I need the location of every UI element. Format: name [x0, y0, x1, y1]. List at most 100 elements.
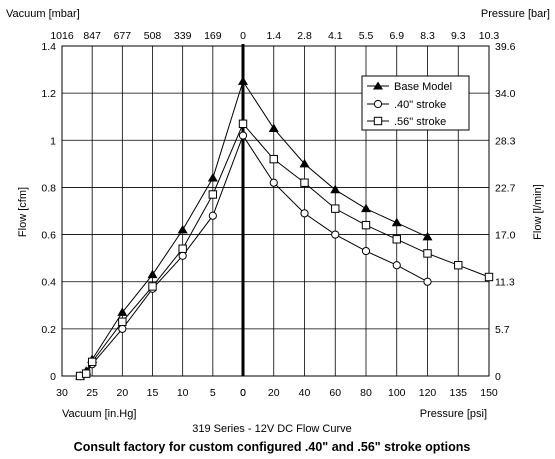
- legend-triangle-marker: [373, 81, 383, 90]
- series-lines: [75, 76, 494, 381]
- data-point-square: [331, 204, 340, 213]
- series-line-triangle: [79, 80, 428, 377]
- tick-labels: 0 0.2 0.4 0.6 0.8 1 1.2 1.4 0 5.7 11.3 17.0 22.7 28.3…: [41, 30, 515, 399]
- series-line-circle: [79, 134, 428, 377]
- chart-title: 319 Series - 12V DC Flow Curve: [192, 423, 352, 435]
- data-point-triangle: [117, 307, 128, 316]
- bottom-tick-label: 120: [419, 387, 437, 399]
- data-point-circle: [208, 211, 217, 220]
- data-point-square: [178, 244, 187, 253]
- bottom-tick-label: 10: [177, 387, 189, 399]
- left-tick-label: 1.2: [41, 88, 56, 100]
- data-point-square: [269, 154, 278, 164]
- bottom-left-axis-label: Vacuum [in.Hg]: [62, 408, 136, 420]
- left-axis-label: Flow [cfm]: [17, 187, 29, 237]
- right-tick-label: 11.3: [495, 277, 515, 289]
- top-tick-label: 847: [83, 30, 101, 42]
- data-point-circle: [392, 261, 401, 270]
- left-tick-label: 1.4: [41, 41, 56, 53]
- right-tick-label: 22.7: [495, 182, 516, 194]
- data-point-triangle: [177, 224, 188, 234]
- data-point-circle: [118, 324, 127, 333]
- data-point-circle: [361, 246, 371, 256]
- bottom-tick-label: 25: [86, 387, 98, 399]
- data-point-square: [208, 190, 218, 199]
- top-tick-label: 0: [240, 30, 246, 42]
- data-point-circle: [178, 251, 187, 260]
- top-tick-label: 6.9: [389, 30, 404, 42]
- data-point-square: [361, 220, 371, 230]
- left-tick-label: 0.8: [41, 182, 56, 194]
- left-tick-label: 0: [50, 371, 56, 383]
- right-tick-label: 28.3: [495, 135, 516, 147]
- right-tick-label: 39.6: [495, 41, 516, 53]
- bottom-tick-label: 0: [240, 387, 246, 399]
- legend-circle-marker: [373, 99, 383, 109]
- data-point-square: [300, 178, 309, 187]
- data-point-triangle: [330, 184, 341, 194]
- plot-frame: [61, 45, 490, 377]
- bottom-tick-label: 20: [268, 387, 280, 399]
- top-tick-label: 508: [144, 30, 162, 42]
- data-point-square: [454, 261, 463, 270]
- data-point-square: [118, 317, 127, 326]
- bottom-tick-label: 60: [329, 387, 341, 399]
- right-tick-label: 5.7: [495, 324, 510, 336]
- top-tick-label: 339: [174, 30, 192, 42]
- bottom-tick-label: 100: [388, 387, 406, 399]
- top-tick-label: 677: [114, 30, 132, 42]
- right-tick-label: 17.0: [495, 230, 516, 242]
- data-point-triangle: [391, 217, 402, 227]
- data-point-square: [484, 272, 494, 282]
- bottom-tick-label: 0: [240, 387, 246, 399]
- data-point-square: [238, 119, 248, 128]
- series-line-square: [79, 122, 490, 377]
- legend-square-marker: [373, 116, 383, 126]
- data-point-square: [423, 249, 432, 258]
- right-tick-label: 0: [495, 371, 501, 383]
- chart-footer-note: Consult factory for custom configured .4…: [74, 440, 471, 454]
- left-tick-label: 0.6: [41, 230, 56, 242]
- bottom-tick-label: 80: [360, 387, 372, 399]
- data-point-circle: [423, 277, 432, 286]
- top-left-axis-label: Vacuum [mbar]: [6, 8, 80, 20]
- top-tick-label: 10.3: [479, 30, 500, 42]
- data-point-triangle: [207, 173, 218, 182]
- top-tick-label: 2.8: [297, 30, 312, 42]
- right-tick-label: 34.0: [495, 88, 516, 100]
- bottom-tick-label: 135: [449, 387, 467, 399]
- bottom-tick-label: 15: [147, 387, 159, 399]
- legend-label-56: .56" stroke: [394, 116, 446, 128]
- data-point-triangle: [268, 123, 279, 132]
- top-right-axis-label: Pressure [bar]: [481, 8, 550, 20]
- bottom-tick-label: 20: [116, 387, 128, 399]
- data-point-circle: [331, 230, 340, 239]
- data-point-square: [392, 235, 401, 244]
- bottom-tick-label: 30: [56, 387, 68, 399]
- data-point-square: [87, 357, 97, 367]
- top-tick-label: 1.4: [266, 30, 281, 42]
- top-tick-label: 5.5: [359, 30, 374, 42]
- right-axis-label: Flow [l/min]: [532, 184, 544, 240]
- data-point-square: [148, 282, 157, 291]
- legend-label-base: Base Model: [394, 81, 452, 93]
- bottom-tick-label: 150: [480, 387, 498, 399]
- data-point-triangle: [361, 203, 371, 213]
- bottom-right-axis-label: Pressure [psi]: [420, 408, 487, 420]
- data-point-circle: [269, 178, 278, 187]
- legend-label-40: .40" stroke: [394, 99, 446, 111]
- top-tick-label: 4.1: [328, 30, 343, 42]
- data-point-triangle: [422, 231, 433, 241]
- bottom-tick-label: 40: [299, 387, 311, 399]
- top-tick-label: 9.3: [451, 30, 466, 42]
- data-point-triangle: [238, 76, 248, 85]
- top-tick-label: 1016: [50, 30, 74, 42]
- data-point-circle: [300, 209, 309, 218]
- data-point-square: [81, 369, 91, 378]
- left-tick-label: 0.2: [41, 324, 56, 336]
- legend: Base Model .40" stroke .56" stroke: [361, 75, 470, 131]
- data-point-triangle: [147, 269, 158, 279]
- data-point-triangle: [299, 158, 310, 168]
- top-tick-label: 8.3: [420, 30, 435, 42]
